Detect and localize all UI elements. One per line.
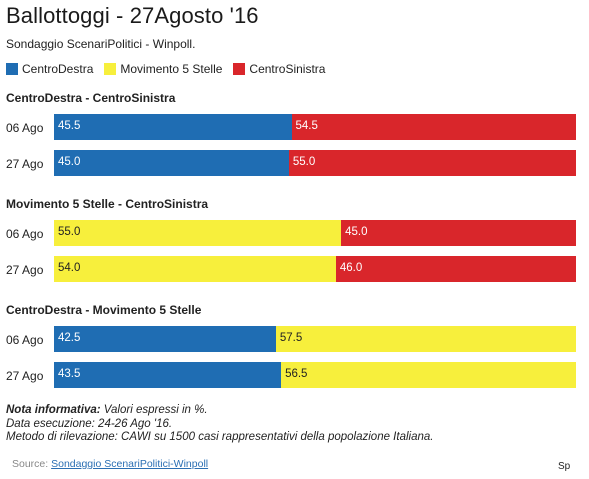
- bar-segment: 54.0: [54, 256, 336, 282]
- note-line-3: Metodo di rilevazione: CAWI su 1500 casi…: [6, 431, 434, 443]
- legend: CentroDestra Movimento 5 Stelle CentroSi…: [6, 62, 336, 76]
- source-prefix: Source:: [12, 458, 52, 470]
- legend-swatch-m5s: [104, 63, 117, 75]
- row-label: 27 Ago: [6, 369, 44, 383]
- legend-swatch-centrodestra: [6, 63, 18, 75]
- source: Source: Sondaggio ScenariPolitici-Winpol…: [12, 458, 208, 470]
- group-title: CentroDestra - CentroSinistra: [6, 91, 176, 105]
- bar-track: 54.0 46.0: [54, 256, 576, 282]
- legend-item-centrosinistra: CentroSinistra: [233, 62, 325, 76]
- bar-track: 43.5 56.5: [54, 362, 576, 388]
- data-label: 54.0: [58, 262, 81, 274]
- legend-item-centrodestra: CentroDestra: [6, 62, 93, 76]
- bar-segment: 45.0: [54, 150, 289, 176]
- legend-swatch-centrosinistra: [233, 63, 246, 75]
- bar-track: 45.0 55.0: [54, 150, 576, 176]
- group-title: CentroDestra - Movimento 5 Stelle: [6, 303, 202, 317]
- row-label: 06 Ago: [6, 333, 44, 347]
- data-label: 43.5: [58, 368, 81, 380]
- bar-segment: 54.5: [291, 114, 576, 140]
- source-link[interactable]: Sondaggio ScenariPolitici-Winpoll: [51, 458, 209, 470]
- notes: Nota informativa: Valori espressi in %. …: [6, 404, 433, 445]
- note-heading: Nota informativa:: [6, 404, 101, 416]
- note-line-1: Valori espressi in %.: [100, 404, 208, 416]
- row-label: 27 Ago: [6, 157, 44, 171]
- bar-segment: 55.0: [54, 220, 342, 246]
- bar-segment: 45.5: [54, 114, 292, 140]
- watermark-text: Sp: [558, 461, 571, 472]
- data-label: 46.0: [339, 262, 363, 274]
- bar-track: 42.5 57.5: [54, 326, 576, 352]
- legend-label-centrodestra: CentroDestra: [22, 62, 94, 76]
- bar-segment: 43.5: [54, 362, 282, 388]
- data-label: 54.5: [295, 120, 318, 132]
- chart-title: Ballottoggi - 27Agosto '16: [6, 3, 259, 28]
- data-label: 45.0: [58, 156, 81, 168]
- data-label: 45.5: [58, 120, 81, 132]
- data-label: 45.0: [345, 226, 368, 238]
- data-label: 42.5: [58, 332, 81, 344]
- data-label: 55.0: [292, 156, 316, 168]
- legend-label-centrosinistra: CentroSinistra: [249, 62, 326, 76]
- legend-item-m5s: Movimento 5 Stelle: [104, 62, 222, 76]
- row-label: 27 Ago: [6, 263, 44, 277]
- bar-segment: 46.0: [335, 256, 576, 282]
- row-label: 06 Ago: [6, 227, 44, 241]
- data-label: 56.5: [285, 368, 308, 380]
- bar-segment: 55.0: [288, 150, 576, 176]
- row-label: 06 Ago: [6, 121, 44, 135]
- data-label: 57.5: [279, 332, 303, 344]
- bar-track: 55.0 45.0: [54, 220, 576, 246]
- bar-segment: 42.5: [54, 326, 276, 352]
- group-title: Movimento 5 Stelle - CentroSinistra: [6, 197, 209, 211]
- bar-segment: 56.5: [281, 362, 576, 388]
- chart-subtitle: Sondaggio ScenariPolitici - Winpoll.: [6, 37, 196, 51]
- bar-segment: 57.5: [275, 326, 576, 352]
- legend-label-m5s: Movimento 5 Stelle: [120, 62, 223, 76]
- bar-track: 45.5 54.5: [54, 114, 576, 140]
- data-label: 55.0: [58, 226, 81, 238]
- note-line-2: Data esecuzione: 24-26 Ago '16.: [6, 417, 173, 430]
- bar-segment: 45.0: [341, 220, 576, 246]
